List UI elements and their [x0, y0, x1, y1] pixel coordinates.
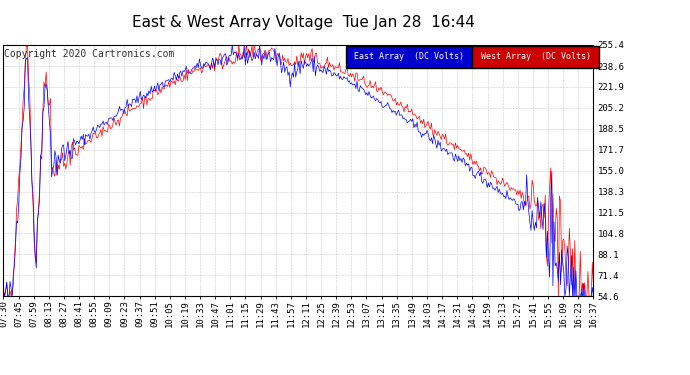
Text: West Array  (DC Volts): West Array (DC Volts): [481, 53, 591, 62]
Text: Copyright 2020 Cartronics.com: Copyright 2020 Cartronics.com: [4, 49, 175, 59]
Text: East Array  (DC Volts): East Array (DC Volts): [354, 53, 464, 62]
FancyBboxPatch shape: [346, 46, 473, 68]
Text: East & West Array Voltage  Tue Jan 28  16:44: East & West Array Voltage Tue Jan 28 16:…: [132, 15, 475, 30]
FancyBboxPatch shape: [473, 46, 600, 68]
